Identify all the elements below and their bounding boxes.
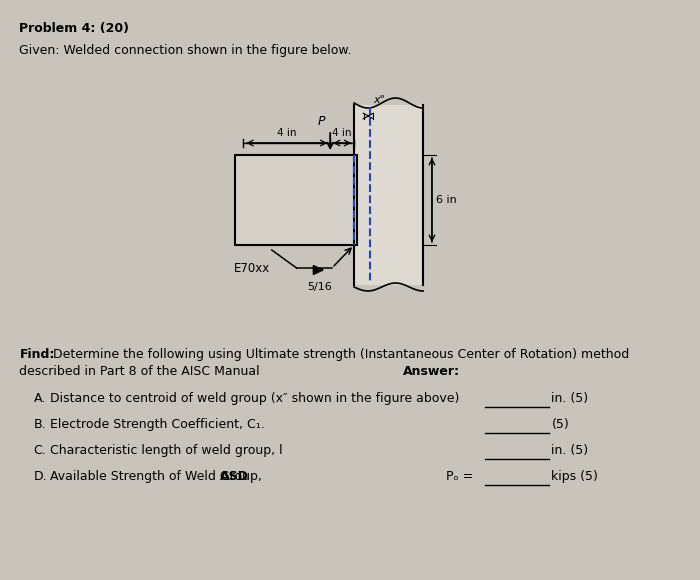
Text: described in Part 8 of the AISC Manual: described in Part 8 of the AISC Manual bbox=[20, 365, 260, 378]
Text: B.: B. bbox=[34, 418, 46, 431]
Text: Determine the following using Ultimate strength (Instantaneous Center of Rotatio: Determine the following using Ultimate s… bbox=[49, 348, 629, 361]
Text: Electrode Strength Coefficient, C₁.: Electrode Strength Coefficient, C₁. bbox=[50, 418, 265, 431]
Text: in. (5): in. (5) bbox=[552, 392, 589, 405]
Text: D.: D. bbox=[34, 470, 48, 483]
Text: Given: Welded connection shown in the figure below.: Given: Welded connection shown in the fi… bbox=[20, 44, 352, 57]
Text: 5/16: 5/16 bbox=[307, 282, 332, 292]
Text: x": x" bbox=[374, 95, 385, 105]
Text: kips (5): kips (5) bbox=[552, 470, 598, 483]
Text: C.: C. bbox=[34, 444, 46, 457]
Text: Pₒ =: Pₒ = bbox=[446, 470, 473, 483]
Text: Answer:: Answer: bbox=[402, 365, 460, 378]
Text: Distance to centroid of weld group (x″ shown in the figure above): Distance to centroid of weld group (x″ s… bbox=[50, 392, 459, 405]
Text: 4 in: 4 in bbox=[332, 128, 352, 138]
Text: 4 in: 4 in bbox=[277, 128, 297, 138]
Text: Characteristic length of weld group, l: Characteristic length of weld group, l bbox=[50, 444, 282, 457]
Text: ASD: ASD bbox=[220, 470, 248, 483]
Polygon shape bbox=[234, 155, 357, 245]
Text: E70xx: E70xx bbox=[234, 262, 270, 274]
Text: 6 in: 6 in bbox=[436, 195, 457, 205]
Text: Available Strength of Weld Group,: Available Strength of Weld Group, bbox=[50, 470, 265, 483]
Text: A.: A. bbox=[34, 392, 46, 405]
Text: Problem 4: (20): Problem 4: (20) bbox=[20, 22, 130, 35]
Polygon shape bbox=[314, 266, 323, 274]
Text: P: P bbox=[318, 115, 326, 128]
Text: Find:: Find: bbox=[20, 348, 55, 361]
Text: in. (5): in. (5) bbox=[552, 444, 589, 457]
Text: (5): (5) bbox=[552, 418, 569, 431]
Polygon shape bbox=[354, 105, 423, 285]
